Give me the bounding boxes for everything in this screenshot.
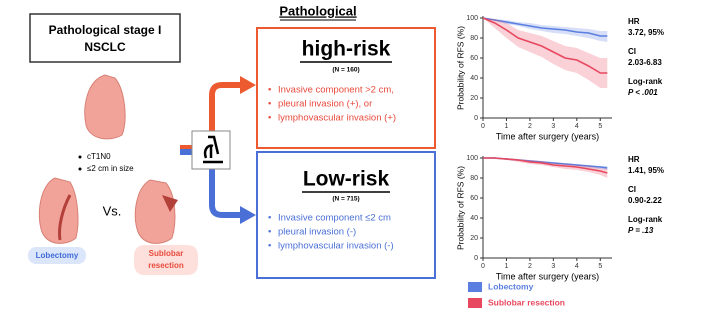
- criteria: ≤2 cm in size: [87, 164, 134, 173]
- y-tick-label: 0: [474, 115, 478, 122]
- annotation: HR: [628, 155, 640, 164]
- x-tick-label: 2: [528, 263, 532, 270]
- x-tick-label: 0: [481, 263, 485, 270]
- criteria: cT1N0: [87, 152, 111, 161]
- annotation: HR: [628, 17, 640, 26]
- annotation: CI: [628, 47, 636, 56]
- x-axis-label: Time after surgery (years): [496, 271, 599, 281]
- annotation: P < .001: [628, 88, 658, 97]
- x-tick-label: 0: [481, 123, 485, 130]
- ci-band: [483, 158, 607, 178]
- y-tick-label: 40: [470, 215, 478, 222]
- x-tick-label: 1: [505, 123, 509, 130]
- bullet-dot: [79, 168, 82, 171]
- annotation: Log-rank: [628, 77, 663, 86]
- stage-title: Pathological stage I: [49, 23, 162, 37]
- y-tick-label: 40: [470, 75, 478, 82]
- bullet-mark: •: [268, 227, 271, 238]
- x-tick-label: 5: [598, 263, 602, 270]
- y-tick-label: 60: [470, 195, 478, 202]
- lobectomy-label: Lobectomy: [36, 251, 79, 260]
- lung-icon: [85, 75, 125, 139]
- arrowhead: [240, 206, 256, 224]
- bullet-mark: •: [268, 241, 271, 252]
- bullet-mark: •: [268, 113, 271, 124]
- y-axis-label: Probability of RFS (%): [455, 26, 465, 110]
- x-tick-label: 4: [575, 263, 579, 270]
- stage-title: NSCLC: [84, 40, 126, 54]
- y-tick-label: 20: [470, 95, 478, 102]
- bullet: pleural invasion (+), or: [278, 99, 372, 110]
- y-tick-label: 80: [470, 35, 478, 42]
- graphical-abstract: Pathological stage I NSCLC cT1N0 ≤2 cm i…: [0, 0, 709, 318]
- bullet-mark: •: [268, 213, 271, 224]
- annotation: 1.41, 95%: [628, 166, 664, 175]
- annotation: Log-rank: [628, 215, 663, 224]
- legend-swatch: [468, 282, 482, 292]
- annotation: 2.03-6.83: [628, 58, 662, 67]
- low-risk-title: Low-risk: [303, 168, 390, 191]
- high-risk-n: (N = 160): [332, 67, 359, 74]
- sublobar-label: Sublobar: [149, 249, 184, 258]
- annotation: P = .13: [628, 226, 654, 235]
- annotation: 3.72, 95%: [628, 28, 664, 37]
- legend-label: Lobectomy: [488, 281, 534, 291]
- x-axis-label: Time after surgery (years): [496, 131, 599, 141]
- low-risk-n: (N = 715): [332, 196, 359, 203]
- vs: Vs.: [103, 203, 122, 218]
- high-risk-title: high-risk: [302, 38, 391, 61]
- sublobar-label: resection: [148, 261, 184, 270]
- bullet: pleural invasion (-): [278, 227, 356, 238]
- legend-label: Sublobar resection: [488, 297, 565, 307]
- y-tick-label: 100: [466, 15, 478, 22]
- bullet: Invasive component >2 cm,: [278, 85, 394, 96]
- y-tick-label: 0: [474, 255, 478, 262]
- bullet-mark: •: [268, 99, 271, 110]
- y-tick-label: 20: [470, 235, 478, 242]
- lung-sublobar: [135, 180, 175, 243]
- header: Pathological: [279, 3, 356, 18]
- x-tick-label: 1: [505, 263, 509, 270]
- bullet-dot: [79, 156, 82, 159]
- x-tick-label: 3: [551, 263, 555, 270]
- x-tick-label: 3: [551, 123, 555, 130]
- bullet: lymphovascular invasion (+): [278, 113, 396, 124]
- y-axis-label: Probability of RFS (%): [455, 166, 465, 250]
- y-tick-label: 100: [466, 155, 478, 162]
- bullet: Invasive component ≤2 cm: [278, 213, 391, 224]
- y-tick-label: 80: [470, 175, 478, 182]
- annotation: CI: [628, 185, 636, 194]
- bullet-mark: •: [268, 85, 271, 96]
- bullet: lymphovascular invasion (-): [278, 241, 394, 252]
- arrowhead: [240, 76, 256, 94]
- x-tick-label: 2: [528, 123, 532, 130]
- y-tick-label: 60: [470, 55, 478, 62]
- stage-box: [30, 14, 180, 62]
- x-tick-label: 4: [575, 123, 579, 130]
- x-tick-label: 5: [598, 123, 602, 130]
- annotation: 0.90-2.22: [628, 196, 662, 205]
- legend-swatch: [468, 298, 482, 308]
